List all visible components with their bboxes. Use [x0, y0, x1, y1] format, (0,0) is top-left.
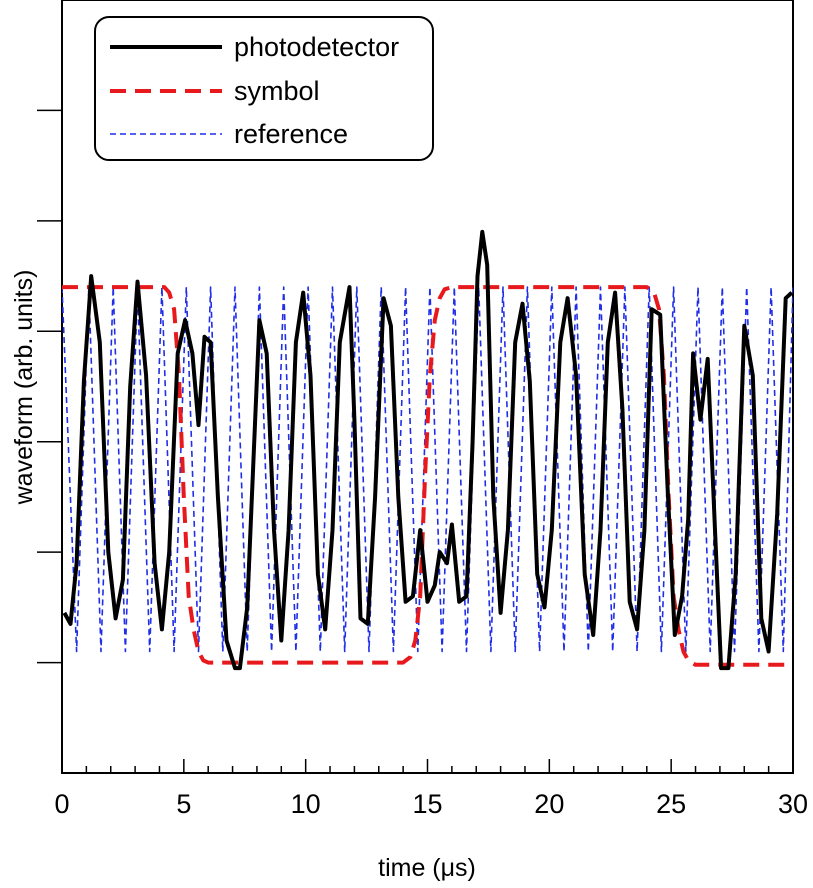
x-tick-label: 15 — [412, 789, 442, 819]
x-tick-label: 5 — [176, 789, 191, 819]
legend-box — [94, 16, 434, 161]
legend-label-symbol: symbol — [234, 76, 320, 106]
series-layer — [62, 229, 793, 671]
series-line-photodetector — [62, 229, 793, 671]
legend-label-photodetector: photodetector — [234, 32, 399, 62]
axis-ticks: 0 5 10 15 20 25 30 — [37, 109, 808, 819]
x-tick-label: 20 — [534, 789, 564, 819]
y-axis-label: waveform (arb. units) — [10, 270, 38, 506]
x-tick-label: 0 — [54, 789, 69, 819]
x-tick-label: 25 — [656, 789, 686, 819]
x-tick-label: 10 — [291, 789, 321, 819]
series-line-reference — [62, 286, 793, 653]
x-tick-label: 30 — [778, 789, 808, 819]
legend: photodetector symbol reference — [94, 16, 434, 161]
legend-label-reference: reference — [234, 119, 348, 149]
x-axis-label: time (μs) — [378, 854, 476, 882]
